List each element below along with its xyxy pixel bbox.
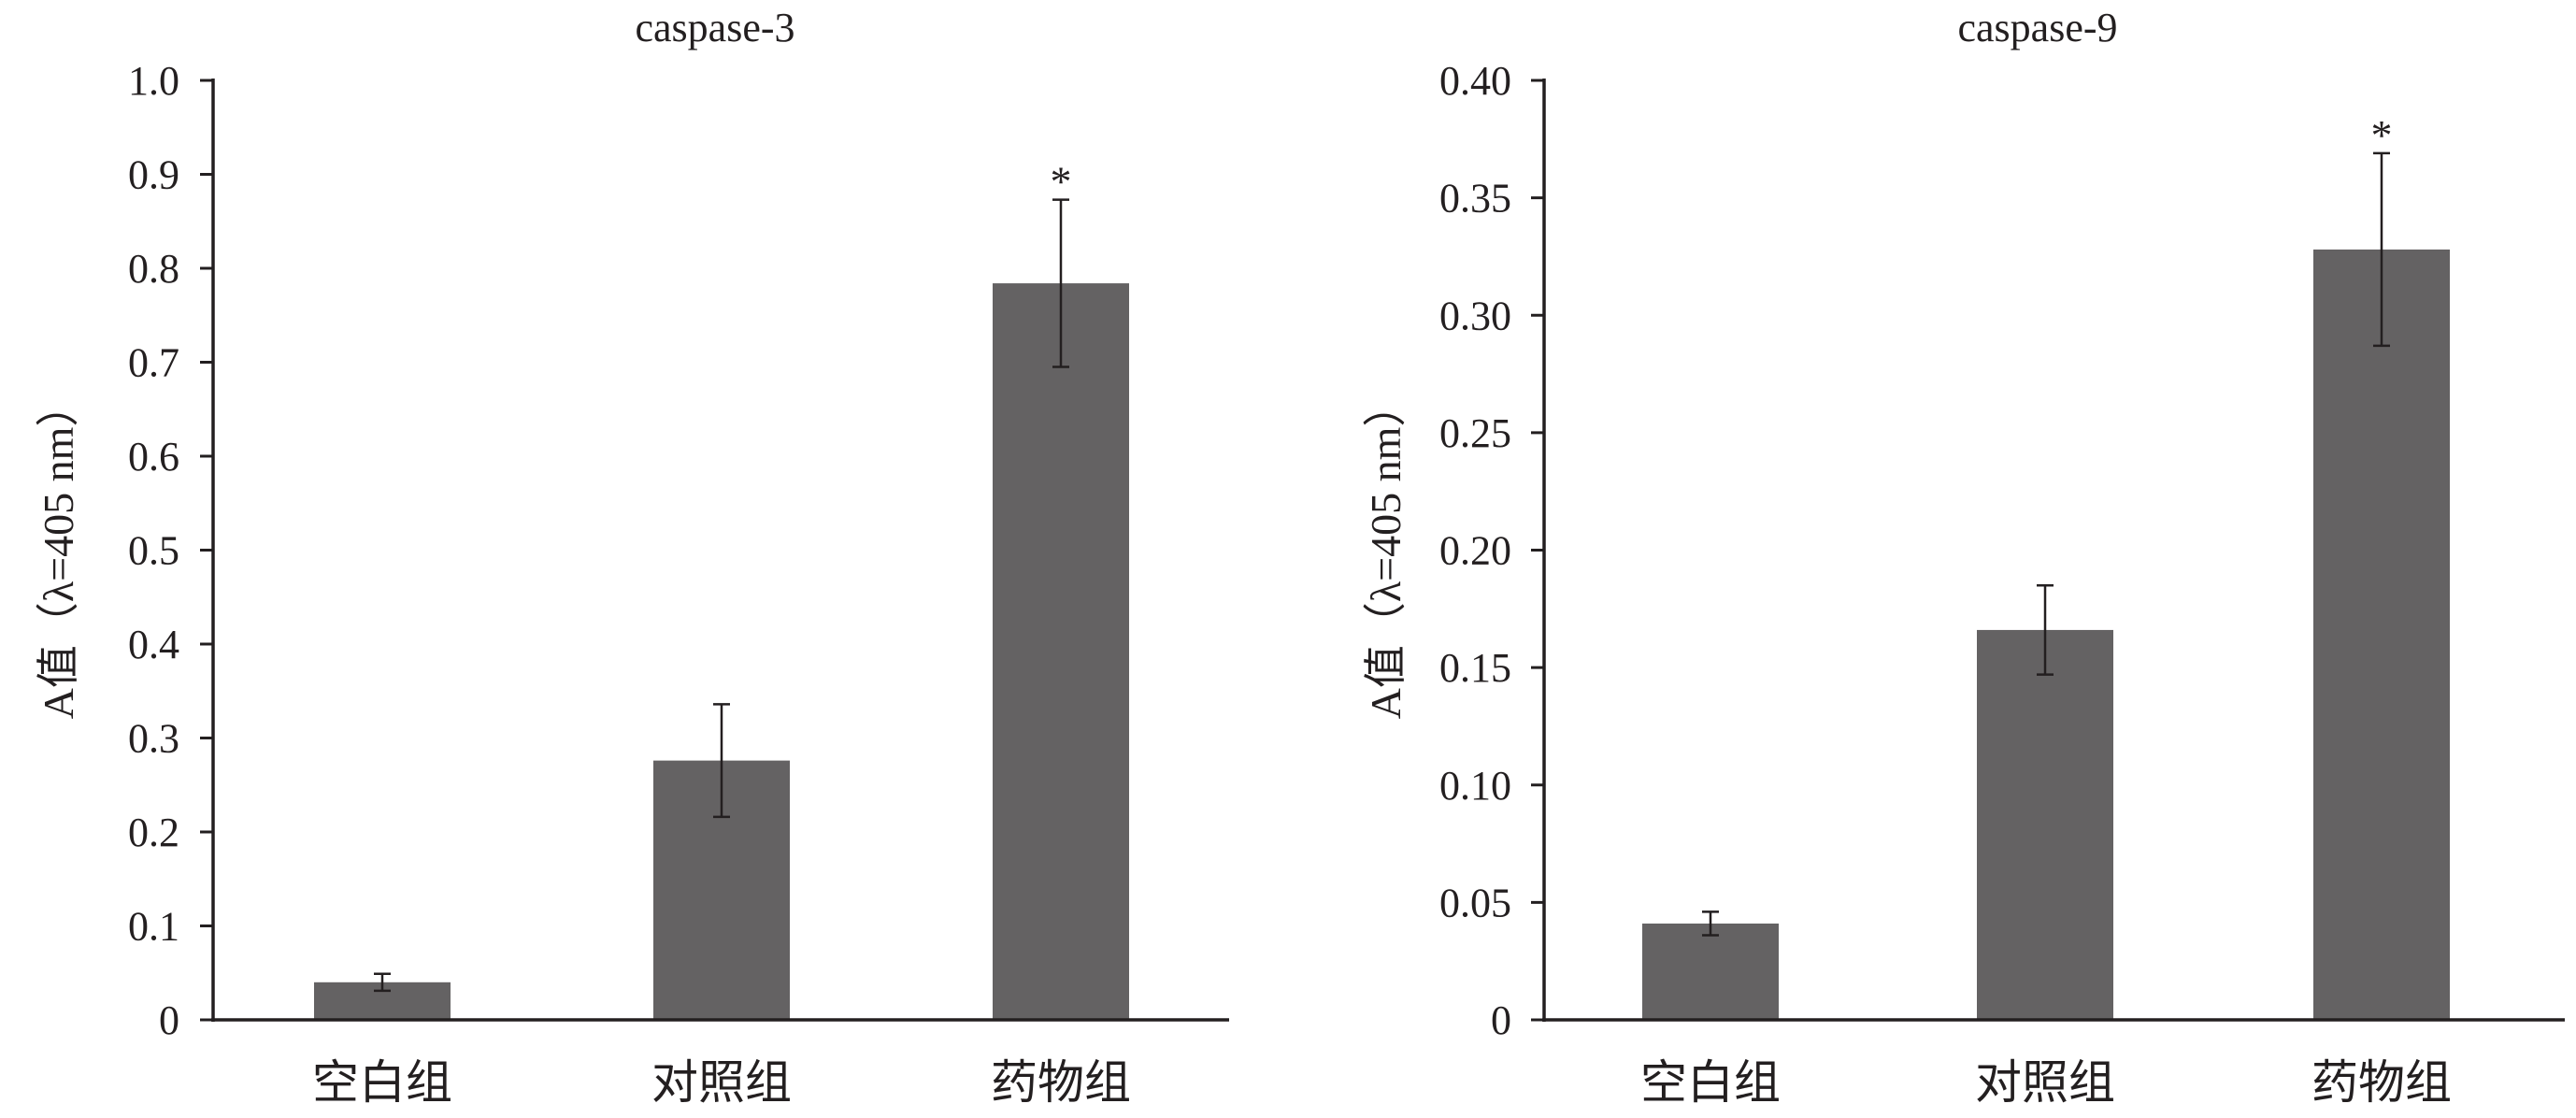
bars <box>314 283 1129 1021</box>
error-bars <box>374 198 1069 993</box>
y-tick-label: 0.35 <box>1439 176 1511 222</box>
y-tick-label: 0.20 <box>1439 528 1511 574</box>
category-labels: 空白组 对照组 药物组 <box>1640 1056 2452 1109</box>
significance-star: * <box>2371 111 2393 159</box>
x-category-label: 空白组 <box>1640 1056 1781 1109</box>
significance-marks: * <box>2371 111 2393 159</box>
y-tick-label: 0.40 <box>1439 58 1511 104</box>
category-labels: 空白组 对照组 药物组 <box>312 1056 1131 1109</box>
chart-title: caspase-3 <box>635 5 794 50</box>
bar <box>1977 629 2113 1020</box>
y-axis-label: A值（λ=405 nm） <box>1362 384 1410 720</box>
error-bars <box>1702 151 2390 937</box>
y-tick-label: 0.15 <box>1439 645 1511 691</box>
x-category-label: 药物组 <box>2311 1056 2452 1109</box>
x-category-label: 空白组 <box>312 1056 452 1109</box>
chart-panel-caspase-3: caspase-3 A值（λ=405 nm） 00.10.20.30.40.50… <box>35 5 1229 1109</box>
chart-panel-caspase-9: caspase-9 A值（λ=405 nm） 0 0.05 0.10 0.15 0.20… <box>1362 5 2565 1109</box>
y-tick-label: 0.7 <box>128 340 179 386</box>
y-tick-label: 0.3 <box>128 716 179 762</box>
x-category-label: 药物组 <box>991 1056 1131 1109</box>
bars <box>1642 249 2450 1020</box>
significance-star: * <box>1051 158 1072 206</box>
bar <box>993 283 1129 1021</box>
axes <box>200 79 1229 1022</box>
x-category-label: 对照组 <box>651 1056 792 1109</box>
y-tick-label: 0.1 <box>128 904 179 950</box>
bar <box>2313 249 2450 1020</box>
x-category-label: 对照组 <box>1975 1056 2115 1109</box>
y-tick-label: 0.05 <box>1439 880 1511 925</box>
y-tick-label: 0 <box>159 997 179 1043</box>
y-axis-label: A值（λ=405 nm） <box>35 384 82 720</box>
y-tick-label: 0 <box>1491 997 1511 1043</box>
y-tick-label: 0.10 <box>1439 763 1511 809</box>
y-tick-label: 0.30 <box>1439 293 1511 338</box>
bar <box>1642 923 1779 1020</box>
y-tick-label: 0.25 <box>1439 410 1511 456</box>
y-tick-label: 0.5 <box>128 528 179 574</box>
y-tick-label: 0.2 <box>128 810 179 855</box>
y-tick-label: 1.0 <box>128 58 179 104</box>
axes <box>1531 79 2565 1022</box>
significance-marks: * <box>1051 158 1072 206</box>
y-tick-label: 0.9 <box>128 152 179 198</box>
y-tick-labels: 0 0.1 0.2 0.3 0.4 0.5 0.6 0.7 0.8 0.9 1.0 <box>128 58 179 1043</box>
y-tick-label: 0.6 <box>128 434 179 480</box>
y-tick-labels: 0 0.05 0.10 0.15 0.20 0.25 0.30 0.35 0.40 <box>1439 58 1511 1043</box>
chart-title: caspase-9 <box>1957 5 2117 50</box>
y-tick-label: 0.4 <box>128 622 179 667</box>
y-tick-label: 0.8 <box>128 246 179 292</box>
